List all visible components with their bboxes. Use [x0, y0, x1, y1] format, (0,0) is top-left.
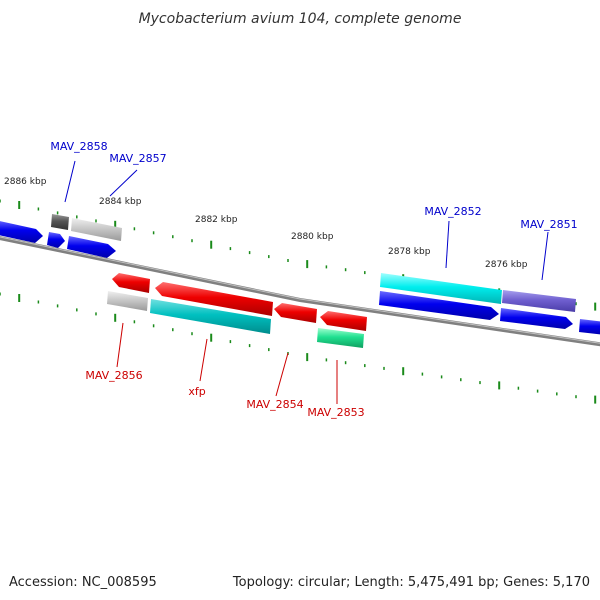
gene-label-mav2856: MAV_2856: [85, 369, 142, 382]
cds-reverse-mav2856: [112, 273, 150, 293]
map-title: Mycobacterium avium 104, complete genome: [139, 11, 462, 27]
scale-label-2876: 2876 kbp: [485, 260, 528, 270]
gene-label-mav2853: MAV_2853: [307, 406, 364, 419]
genome-backbone: [0, 235, 600, 347]
cds-forward-5: [500, 308, 573, 329]
gene-label-mav2857: MAV_2857: [109, 152, 166, 165]
gene-label-xfp: xfp: [188, 385, 205, 398]
scale-ticks-lower: [0, 292, 597, 404]
scale-label-2878: 2878 kbp: [388, 247, 431, 257]
cds-forward-6: [579, 319, 600, 335]
accession-text: Accession: NC_008595: [9, 575, 157, 590]
feature-cog-cyan-1: [380, 273, 502, 304]
cds-forward-2: [47, 232, 65, 248]
leader-mav2852: [445, 220, 450, 269]
scale-label-2880: 2880 kbp: [291, 232, 334, 242]
feature-cog-gray-1: [71, 218, 122, 241]
cds-reverse-xfp: [155, 282, 273, 316]
feature-cog-teal-xfp: [150, 299, 271, 334]
leader-mav2858: [64, 160, 76, 203]
leader-xfp: [199, 338, 208, 382]
leader-mav2857: [109, 169, 138, 197]
cds-forward-3: [67, 236, 116, 258]
feature-cog-slate-1: [502, 290, 576, 312]
genome-backbone-highlight: [0, 236, 600, 344]
leader-mav2851: [541, 231, 549, 281]
gene-label-mav2852: MAV_2852: [424, 205, 481, 218]
feature-cog-green-mav2853: [317, 328, 364, 348]
cds-forward-1: [0, 221, 43, 243]
gene-label-mav2854: MAV_2854: [246, 398, 303, 411]
genome-summary-text: Topology: circular; Length: 5,475,491 bp…: [232, 575, 590, 590]
leader-mav2856: [116, 322, 124, 368]
gene-label-mav2851: MAV_2851: [520, 218, 577, 231]
cds-reverse-mav2853: [320, 311, 367, 331]
scale-label-2884: 2884 kbp: [99, 197, 142, 207]
feature-cog-dark-1: [51, 214, 69, 230]
cds-reverse-mav2854: [274, 303, 317, 323]
gene-label-mav2858: MAV_2858: [50, 140, 107, 153]
scale-label-2886: 2886 kbp: [4, 177, 47, 187]
leader-mav2854: [275, 352, 289, 397]
cds-forward-4: [379, 291, 499, 320]
scale-label-2882: 2882 kbp: [195, 215, 238, 225]
feature-cog-gray-2: [107, 291, 148, 311]
